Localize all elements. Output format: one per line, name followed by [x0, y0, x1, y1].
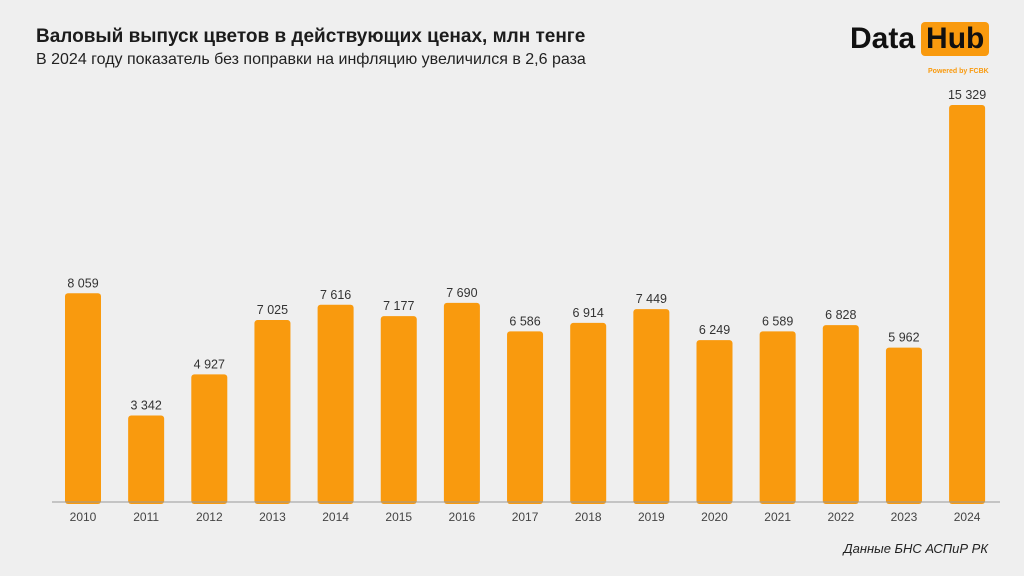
x-tick-label: 2021 — [764, 510, 791, 524]
source-note: Данные БНС АСПиР РК — [843, 541, 988, 556]
bar-2011 — [128, 415, 165, 504]
logo-text-hub: Hub — [921, 22, 990, 56]
x-tick-label: 2012 — [196, 510, 223, 524]
bar-2023 — [885, 347, 922, 504]
x-tick-label: 2011 — [133, 510, 159, 524]
x-tick-label: 2019 — [638, 510, 665, 524]
logo-text-data: Data — [850, 22, 916, 55]
bar-2024 — [949, 105, 986, 504]
x-tick-label: 2023 — [891, 510, 918, 524]
bar-2013 — [254, 320, 291, 504]
bar-2015 — [380, 316, 417, 504]
data-label: 6 586 — [509, 314, 540, 328]
x-tick-label: 2022 — [827, 510, 854, 524]
data-label: 5 962 — [888, 331, 919, 345]
data-label: 4 927 — [194, 357, 225, 371]
x-tick-label: 2016 — [449, 510, 476, 524]
bar-2018 — [570, 322, 607, 504]
data-label: 8 059 — [67, 276, 98, 290]
x-tick-label: 2017 — [512, 510, 539, 524]
data-label: 7 025 — [257, 303, 288, 317]
x-tick-label: 2020 — [701, 510, 728, 524]
bar-2017 — [507, 331, 544, 504]
x-tick-label: 2015 — [385, 510, 412, 524]
bar-2016 — [443, 302, 480, 504]
bar-2022 — [822, 325, 859, 504]
bar-2012 — [191, 374, 228, 504]
x-tick-label: 2014 — [322, 510, 349, 524]
data-label: 7 690 — [446, 286, 477, 300]
chart-subtitle: В 2024 году показатель без поправки на и… — [36, 51, 586, 68]
x-tick-label: 2024 — [954, 510, 981, 524]
data-label: 3 342 — [131, 398, 162, 412]
x-tick-label: 2018 — [575, 510, 602, 524]
data-label: 6 914 — [573, 306, 604, 320]
data-label: 6 828 — [825, 308, 856, 322]
logo-powered: Powered by FCBK — [928, 68, 989, 75]
data-label: 6 589 — [762, 314, 793, 328]
x-tick-label: 2013 — [259, 510, 286, 524]
data-label: 7 449 — [636, 292, 667, 306]
bar-2021 — [759, 331, 796, 504]
x-tick-label: 2010 — [70, 510, 97, 524]
bar-2020 — [696, 340, 733, 504]
data-label: 7 177 — [383, 299, 414, 313]
datahub-logo: Data Hub — [850, 22, 990, 56]
bar-2010 — [65, 293, 101, 504]
bar-2014 — [317, 304, 354, 504]
chart-title: Валовый выпуск цветов в действующих цена… — [36, 26, 586, 47]
data-label: 15 329 — [948, 88, 986, 102]
bar-2019 — [633, 309, 670, 504]
data-label: 7 616 — [320, 288, 351, 302]
data-label: 6 249 — [699, 323, 730, 337]
